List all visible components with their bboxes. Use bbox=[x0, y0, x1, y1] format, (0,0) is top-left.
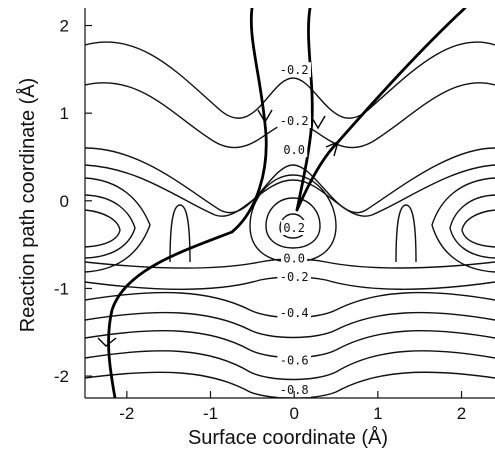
contour-line-upper bbox=[85, 41, 495, 119]
y-axis-label: Reaction path coordinate (Å) bbox=[16, 78, 39, 333]
contour-label-background bbox=[277, 62, 311, 78]
contour-line-band-1 bbox=[85, 147, 495, 214]
y-tick-label: -1 bbox=[54, 279, 69, 298]
contour-label-background bbox=[281, 219, 308, 235]
contour-label-background bbox=[277, 269, 311, 285]
contour-value-label: 0.2 bbox=[283, 221, 305, 235]
x-axis-label: Surface coordinate (Å) bbox=[188, 426, 388, 449]
contour-left-saddle-2 bbox=[85, 194, 136, 259]
contour-left-saddle bbox=[85, 177, 151, 273]
x-tick-label: 2 bbox=[457, 404, 466, 423]
contour-label-background bbox=[277, 352, 311, 368]
trajectory-left bbox=[107, 8, 268, 398]
x-tick-label: -2 bbox=[119, 404, 134, 423]
contour-label-background bbox=[277, 113, 311, 129]
arrow-marker-2 bbox=[310, 115, 326, 130]
arrow-marker-4 bbox=[97, 337, 117, 347]
x-tick-label: -1 bbox=[203, 404, 218, 423]
contour-label-background bbox=[277, 382, 311, 398]
contour-label-background bbox=[277, 304, 311, 320]
contour-right-saddle-2 bbox=[449, 194, 495, 259]
contour-left-saddle-3 bbox=[85, 209, 121, 248]
arrow-marker-1 bbox=[257, 109, 273, 124]
contour-value-label: -0.6 bbox=[280, 353, 309, 367]
contour-label-background bbox=[281, 250, 308, 266]
contour-line-lower-6 bbox=[85, 350, 495, 381]
contour-label-background bbox=[281, 141, 308, 157]
y-tick-label: 0 bbox=[60, 192, 69, 211]
contour-value-label: -0.2 bbox=[280, 270, 309, 284]
contour-right-bump bbox=[395, 204, 417, 263]
arrow-marker-3 bbox=[325, 140, 340, 157]
contour-value-label: -0.2 bbox=[280, 114, 309, 128]
x-tick-label: 0 bbox=[289, 404, 298, 423]
x-tick-group: -2 -1 0 1 2 bbox=[119, 391, 466, 423]
contour-value-label: -0.8 bbox=[280, 383, 309, 397]
contour-right-saddle-3 bbox=[461, 209, 495, 248]
contour-value-label: -0.4 bbox=[280, 306, 309, 320]
contour-value-label: 0.0 bbox=[283, 143, 305, 157]
contour-peak-inner bbox=[265, 197, 321, 249]
contour-right-saddle bbox=[431, 177, 495, 273]
y-tick-label: 2 bbox=[60, 17, 69, 36]
trajectory-right bbox=[295, 8, 467, 212]
y-tick-label: 1 bbox=[60, 104, 69, 123]
y-tick-label: -2 bbox=[54, 367, 69, 386]
contour-value-label: 0.0 bbox=[283, 252, 305, 266]
contour-line-lower-4 bbox=[85, 311, 495, 339]
contour-line-band-2 bbox=[85, 164, 495, 217]
contour-left-bump bbox=[169, 204, 191, 263]
x-tick-label: 1 bbox=[373, 404, 382, 423]
contour-value-label: -0.2 bbox=[280, 63, 309, 77]
y-tick-group: -2 -1 0 1 2 bbox=[54, 17, 92, 386]
contour-label-group: -0.2 -0.2 0.0 0.2 0.0 -0.2 -0.4 -0.6 -0.8 bbox=[277, 62, 311, 398]
trajectory-middle bbox=[295, 8, 314, 212]
